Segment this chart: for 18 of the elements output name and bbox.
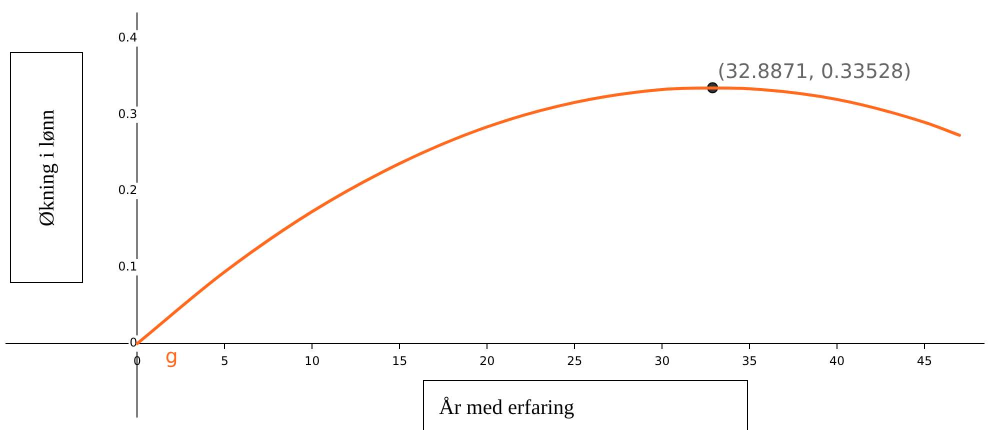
annotation: (32.8871, 0.33528)	[718, 58, 912, 83]
text-frame: År med erfaring	[423, 380, 748, 430]
x-tick-label: 35	[742, 354, 758, 368]
x-tick-label: 45	[916, 354, 932, 368]
y-tick-label: 0.4	[118, 30, 138, 44]
x-tick-label: 30	[654, 354, 670, 368]
x-tick-label: 20	[479, 354, 495, 368]
x-tick-label: 15	[392, 354, 408, 368]
x-tick-label: 10	[304, 354, 320, 368]
series-label: g	[165, 344, 178, 368]
x-tick-label: 25	[566, 354, 582, 368]
y-tick-label: 0.2	[118, 183, 138, 198]
y-axis-title: Økning i lønn	[34, 109, 59, 226]
x-tick-label: 40	[829, 354, 845, 368]
y-tick-label: 0.3	[118, 106, 138, 121]
x-tick-label: 5	[220, 354, 229, 368]
text-frame: Økning i lønn	[10, 52, 83, 283]
y-tick-label: 0.1	[118, 259, 138, 274]
